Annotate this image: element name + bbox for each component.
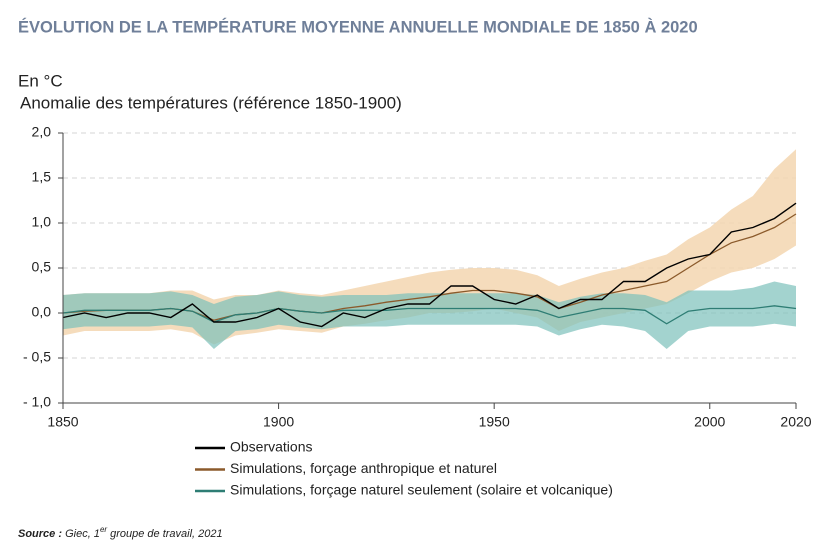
source-label: Source : — [18, 528, 62, 540]
chart-title: ÉVOLUTION DE LA TEMPÉRATURE MOYENNE ANNU… — [18, 17, 698, 36]
y-tick-label: 2,0 — [32, 124, 52, 140]
y-tick-label: 1,0 — [32, 214, 52, 230]
y-tick-label: 0,5 — [32, 259, 52, 275]
y-unit: En °C — [18, 71, 63, 90]
x-tick-label: 1850 — [47, 414, 78, 430]
x-tick-label: 2020 — [780, 414, 811, 430]
uncertainty-band — [63, 281, 796, 349]
series-line — [62, 305, 797, 325]
y-tick-label: 0,0 — [32, 304, 52, 320]
y-tick-label: 1,5 — [32, 169, 52, 185]
x-tick-label: 1950 — [479, 414, 510, 430]
source-text: groupe de travail, 2021 — [107, 528, 223, 540]
series-line — [62, 202, 797, 328]
y-tick-label: - 1,0 — [23, 394, 51, 410]
source-sup: er — [100, 525, 107, 534]
x-tick-label: 2000 — [694, 414, 725, 430]
y-axis-label: Anomalie des températures (référence 185… — [20, 93, 402, 112]
legend-label: Observations — [230, 439, 312, 455]
source-text: Giec, 1 — [65, 528, 100, 540]
x-tick-label: 1900 — [263, 414, 294, 430]
y-tick-label: - 0,5 — [23, 349, 51, 365]
source: Source : Giec, 1er groupe de travail, 20… — [18, 525, 223, 540]
legend-label: Simulations, forçage anthropique et natu… — [230, 460, 497, 476]
legend-label: Simulations, forçage naturel seulement (… — [230, 482, 613, 498]
